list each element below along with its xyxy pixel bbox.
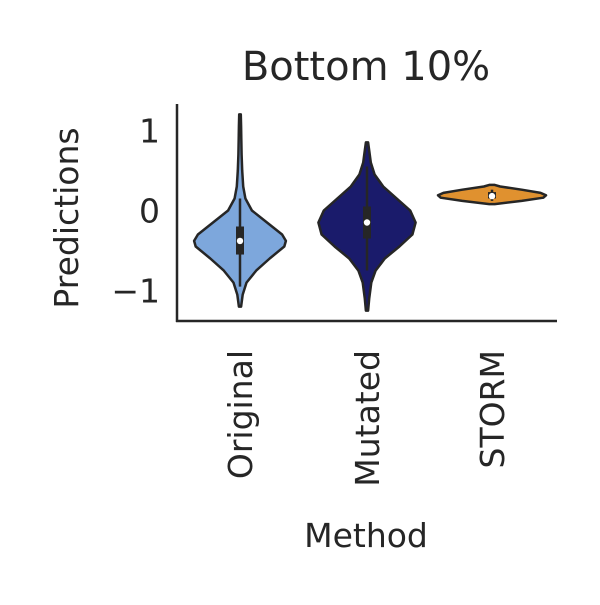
y-tick-label: −1 [111, 272, 160, 311]
violin-storm [436, 183, 548, 206]
violins [192, 113, 548, 312]
violin-median [488, 192, 496, 200]
x-category-label: Mutated [348, 350, 387, 487]
x-category-labels: Original Mutated STORM [221, 350, 512, 487]
violin-median [363, 219, 371, 226]
y-tick-labels: 1 0 −1 [111, 111, 160, 310]
y-axis-label: Predictions [47, 127, 86, 308]
violin-original [192, 113, 288, 308]
violin-mutated [317, 141, 417, 312]
chart-title: Bottom 10% [242, 44, 490, 90]
x-category-label: STORM [473, 350, 512, 468]
x-category-label: Original [221, 350, 260, 479]
y-tick-label: 1 [139, 111, 160, 150]
y-tick-label: 0 [139, 191, 160, 230]
violin-median [236, 237, 244, 245]
x-axis-label: Method [304, 516, 428, 555]
